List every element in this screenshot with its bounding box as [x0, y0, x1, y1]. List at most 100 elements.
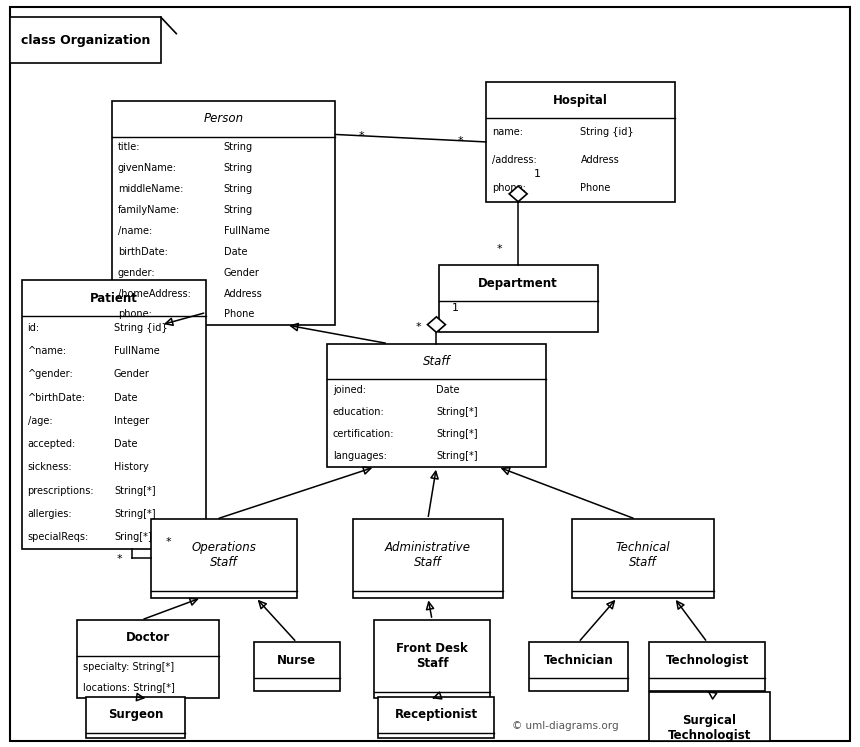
- Text: *: *: [359, 131, 364, 140]
- Text: phone:: phone:: [118, 309, 151, 320]
- Text: String[*]: String[*]: [437, 429, 478, 439]
- Text: gender:: gender:: [118, 267, 156, 278]
- FancyBboxPatch shape: [486, 82, 675, 202]
- FancyBboxPatch shape: [10, 17, 161, 63]
- Text: languages:: languages:: [333, 451, 387, 461]
- Text: education:: education:: [333, 407, 384, 418]
- Text: ^name:: ^name:: [28, 346, 66, 356]
- FancyBboxPatch shape: [22, 280, 206, 549]
- Text: givenName:: givenName:: [118, 163, 177, 173]
- Text: certification:: certification:: [333, 429, 395, 439]
- Text: Date: Date: [437, 385, 460, 395]
- Text: phone:: phone:: [492, 183, 525, 193]
- Text: allergies:: allergies:: [28, 509, 72, 519]
- Text: /address:: /address:: [492, 155, 537, 165]
- Text: Phone: Phone: [224, 309, 254, 320]
- Text: String[*]: String[*]: [437, 451, 478, 461]
- Text: id:: id:: [28, 323, 40, 332]
- Text: String: String: [224, 142, 253, 152]
- FancyBboxPatch shape: [86, 697, 185, 738]
- Text: Phone: Phone: [580, 183, 611, 193]
- Text: FullName: FullName: [224, 226, 269, 236]
- Text: © uml-diagrams.org: © uml-diagrams.org: [512, 721, 618, 731]
- Text: Operations
Staff: Operations Staff: [191, 541, 256, 569]
- Text: FullName: FullName: [114, 346, 160, 356]
- FancyBboxPatch shape: [439, 265, 598, 332]
- Text: ^gender:: ^gender:: [28, 369, 73, 379]
- Text: prescriptions:: prescriptions:: [28, 486, 94, 496]
- Text: accepted:: accepted:: [28, 439, 76, 449]
- Text: Gender: Gender: [224, 267, 260, 278]
- FancyBboxPatch shape: [112, 101, 335, 325]
- FancyBboxPatch shape: [374, 620, 490, 698]
- Text: name:: name:: [492, 127, 523, 137]
- Text: /age:: /age:: [28, 416, 52, 426]
- FancyBboxPatch shape: [572, 519, 714, 598]
- Text: title:: title:: [118, 142, 140, 152]
- Text: familyName:: familyName:: [118, 205, 180, 215]
- Text: String[*]: String[*]: [437, 407, 478, 418]
- Text: Front Desk
Staff: Front Desk Staff: [396, 642, 468, 670]
- Text: /homeAddress:: /homeAddress:: [118, 288, 191, 299]
- Text: *: *: [497, 244, 502, 254]
- Text: /name:: /name:: [118, 226, 152, 236]
- Text: Patient: Patient: [90, 291, 138, 305]
- Text: *: *: [415, 322, 421, 332]
- Text: Nurse: Nurse: [277, 654, 316, 667]
- FancyBboxPatch shape: [10, 7, 850, 741]
- Text: Address: Address: [224, 288, 262, 299]
- Text: Surgical
Technologist: Surgical Technologist: [668, 714, 751, 743]
- FancyBboxPatch shape: [150, 519, 297, 598]
- FancyBboxPatch shape: [649, 642, 765, 691]
- FancyBboxPatch shape: [77, 620, 219, 698]
- Text: String[*]: String[*]: [114, 486, 156, 496]
- Text: Address: Address: [580, 155, 619, 165]
- FancyBboxPatch shape: [254, 642, 340, 691]
- Text: ^birthDate:: ^birthDate:: [28, 393, 85, 403]
- Text: locations: String[*]: locations: String[*]: [83, 683, 175, 692]
- Text: birthDate:: birthDate:: [118, 247, 168, 257]
- Text: Receptionist: Receptionist: [395, 708, 478, 722]
- Text: Person: Person: [204, 112, 243, 125]
- Text: 1: 1: [533, 169, 541, 179]
- Text: String: String: [224, 163, 253, 173]
- Text: Date: Date: [114, 393, 138, 403]
- Text: specialReqs:: specialReqs:: [28, 533, 89, 542]
- Text: Date: Date: [114, 439, 138, 449]
- Text: Administrative
Staff: Administrative Staff: [384, 541, 471, 569]
- Text: *: *: [117, 554, 123, 565]
- Text: Date: Date: [224, 247, 247, 257]
- Text: String {id}: String {id}: [114, 323, 168, 332]
- Text: Hospital: Hospital: [553, 93, 608, 107]
- Text: Gender: Gender: [114, 369, 150, 379]
- Text: *: *: [458, 136, 463, 146]
- Text: Technician: Technician: [544, 654, 613, 667]
- Text: specialty: String[*]: specialty: String[*]: [83, 662, 175, 672]
- Text: sickness:: sickness:: [28, 462, 72, 472]
- Text: History: History: [114, 462, 149, 472]
- FancyBboxPatch shape: [353, 519, 503, 598]
- Text: String: String: [224, 184, 253, 194]
- Text: Sring[*]: Sring[*]: [114, 533, 151, 542]
- Text: middleName:: middleName:: [118, 184, 183, 194]
- Text: Staff: Staff: [422, 355, 451, 368]
- FancyBboxPatch shape: [327, 344, 546, 467]
- Text: joined:: joined:: [333, 385, 366, 395]
- Text: class Organization: class Organization: [21, 34, 150, 47]
- Text: String[*]: String[*]: [114, 509, 156, 519]
- Polygon shape: [509, 186, 527, 202]
- Polygon shape: [427, 317, 445, 332]
- FancyBboxPatch shape: [529, 642, 628, 691]
- Text: *: *: [166, 537, 172, 547]
- Text: Surgeon: Surgeon: [108, 708, 163, 722]
- Text: 1: 1: [452, 303, 459, 314]
- Text: Department: Department: [478, 276, 558, 290]
- Text: Technical
Staff: Technical Staff: [616, 541, 670, 569]
- FancyBboxPatch shape: [378, 697, 494, 738]
- Text: Doctor: Doctor: [126, 631, 170, 645]
- FancyBboxPatch shape: [649, 692, 770, 741]
- Text: Technologist: Technologist: [666, 654, 749, 667]
- Text: Integer: Integer: [114, 416, 149, 426]
- Text: String {id}: String {id}: [580, 127, 634, 137]
- Text: String: String: [224, 205, 253, 215]
